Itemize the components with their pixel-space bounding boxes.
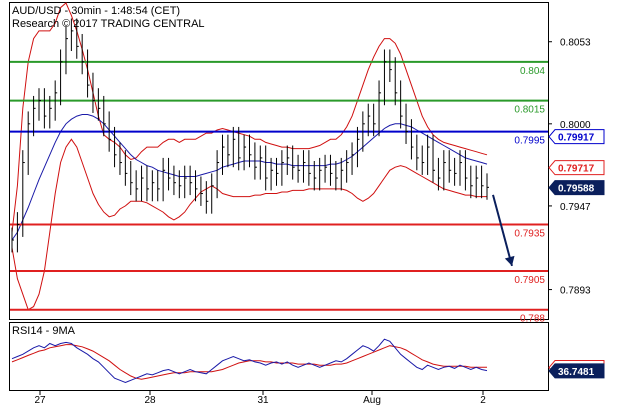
level-label-2: 0.7995 [514,136,545,147]
level-label-0: 0.804 [520,66,545,77]
price-badge-2-shape [548,180,605,196]
y-tick-label-3: 0.7893 [560,286,591,297]
level-label-1: 0.8015 [514,105,545,116]
forecast-arrow-head [504,255,515,266]
rsi-label: RSI14 - 9MA [12,325,76,337]
chart-title: AUD/USD - 30min - 1:48:54 (CET) [12,5,180,17]
price-badge-0-shape [548,129,605,145]
y-tick-label-2: 0.7947 [560,202,591,213]
price-badge-0-label: 0.79917 [558,133,595,144]
level-label-5: 0.788 [520,314,545,325]
x-tick-label-0: 27 [34,395,46,406]
y-tick-label-0: 0.8053 [560,38,591,49]
rsi-badge-1-label: 36.7481 [558,367,595,378]
rsi-badge-1-shape [548,363,605,379]
x-tick-label-4: 2 [480,395,486,406]
x-tick-label-1: 28 [144,395,156,406]
rsi-panel-frame [9,322,549,391]
y-tick-label-1: 0.8000 [560,120,591,131]
price-badge-1-shape [548,160,605,176]
price-badge-2-label: 0.79588 [558,184,595,195]
rsi-ma-line [11,344,487,380]
level-label-3: 0.7935 [514,229,545,240]
lower-band-line [11,138,487,311]
main-panel-frame [9,2,549,320]
x-tick-label-2: 31 [257,395,269,406]
level-label-4: 0.7905 [514,275,545,286]
forecast-arrow-line [492,194,513,267]
chart-subtitle: Research © 2017 TRADING CENTRAL [12,18,205,30]
rsi-line [11,338,488,384]
price-badge-1-label: 0.79717 [558,164,595,175]
x-tick-label-3: Aug [363,395,381,406]
